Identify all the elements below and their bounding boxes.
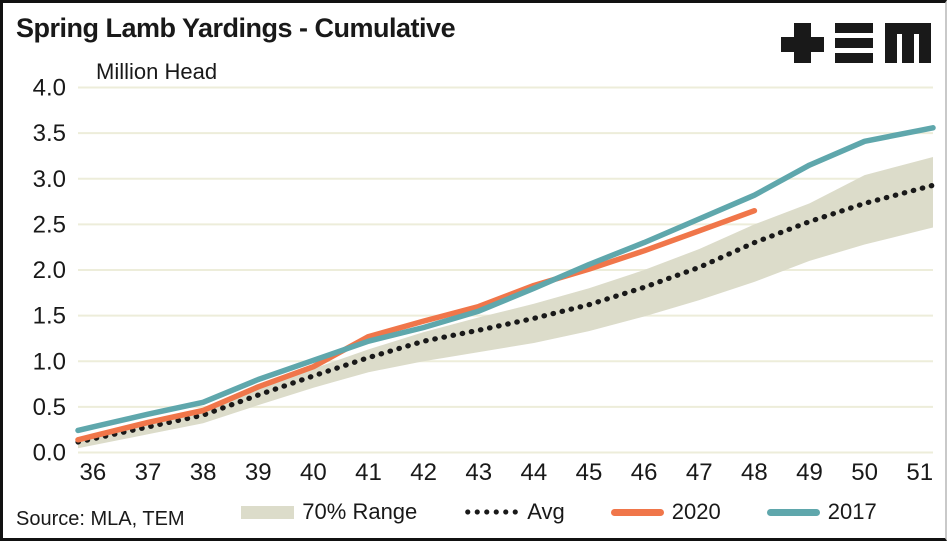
legend-item-2020: 2020 <box>610 499 721 525</box>
line-2017-swatch <box>766 508 820 516</box>
svg-text:37: 37 <box>135 459 162 486</box>
legend-item-avg: Avg <box>463 499 565 525</box>
svg-text:1.0: 1.0 <box>33 348 66 375</box>
legend-item-range: 70% Range <box>241 499 417 525</box>
legend-label-range: 70% Range <box>302 499 418 524</box>
svg-text:42: 42 <box>410 459 437 486</box>
tem-logo-icon <box>781 23 931 63</box>
avg-dotted-swatch <box>463 509 520 515</box>
svg-text:4.0: 4.0 <box>33 75 66 102</box>
y-axis-label: Million Head <box>96 59 218 84</box>
svg-text:0.0: 0.0 <box>33 440 66 467</box>
range-band-swatch <box>241 505 295 519</box>
svg-text:48: 48 <box>741 459 768 486</box>
chart-title: Spring Lamb Yardings - Cumulative <box>16 13 456 43</box>
svg-text:3.5: 3.5 <box>33 120 66 147</box>
source-note: Source: MLA, TEM <box>16 508 185 530</box>
svg-text:46: 46 <box>631 459 658 486</box>
svg-text:36: 36 <box>80 459 107 486</box>
svg-text:44: 44 <box>521 459 548 486</box>
tem-logo <box>781 23 931 63</box>
legend-label-avg: Avg <box>527 499 565 524</box>
svg-text:41: 41 <box>355 459 382 486</box>
svg-text:0.5: 0.5 <box>33 394 66 421</box>
line-2020-swatch <box>610 508 664 516</box>
svg-text:1.5: 1.5 <box>33 303 66 330</box>
svg-text:2.0: 2.0 <box>33 257 66 284</box>
svg-text:47: 47 <box>686 459 713 486</box>
svg-text:38: 38 <box>190 459 217 486</box>
chart-legend: 70% Range Avg 2020 2017 <box>183 497 935 527</box>
svg-text:50: 50 <box>851 459 878 486</box>
svg-text:45: 45 <box>576 459 603 486</box>
svg-text:51: 51 <box>906 459 933 486</box>
legend-label-2017: 2017 <box>827 499 877 524</box>
svg-text:40: 40 <box>300 459 327 486</box>
legend-label-2020: 2020 <box>671 499 721 524</box>
svg-text:43: 43 <box>465 459 492 486</box>
chart-plot: 0.0 0.5 1.0 1.5 2.0 2.5 3.0 3.5 4.0 36 37 38 39 40 41 4… <box>33 75 936 486</box>
svg-text:3.0: 3.0 <box>33 166 66 193</box>
svg-text:2.5: 2.5 <box>33 211 66 238</box>
legend-item-2017: 2017 <box>766 499 877 525</box>
svg-text:39: 39 <box>245 459 272 486</box>
svg-text:49: 49 <box>796 459 823 486</box>
